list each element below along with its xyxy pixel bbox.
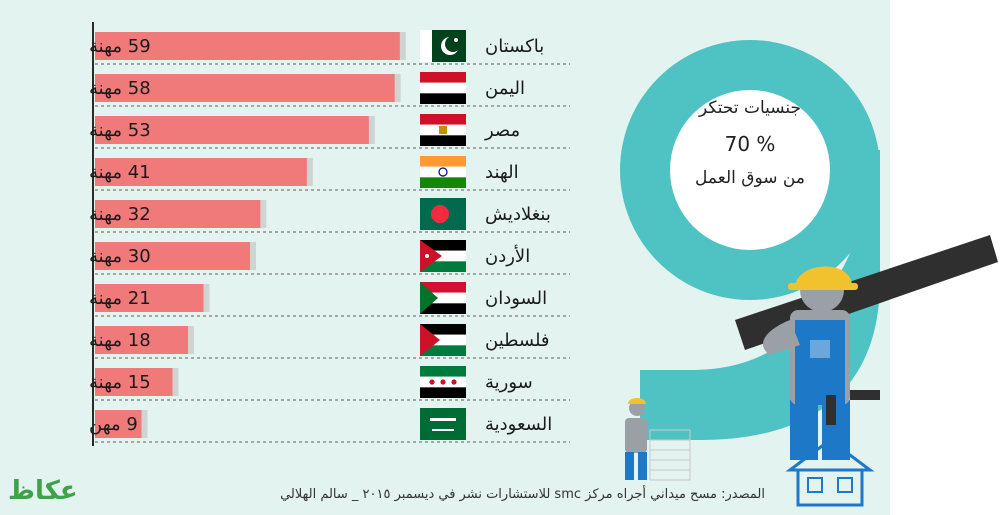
flag-icon xyxy=(420,324,466,356)
source-footer: المصدر: مسح ميداني أجراه مركز smc للاستش… xyxy=(280,487,765,502)
value-label: 18 مهنة xyxy=(89,330,151,351)
value-label: 21 مهنة xyxy=(89,288,151,309)
bar-5 xyxy=(95,242,250,270)
value-label: 53 مهنة xyxy=(89,120,151,141)
flag-icon xyxy=(420,72,466,104)
category-label: الأردن xyxy=(485,245,530,267)
bar-6 xyxy=(95,284,204,312)
category-label: سورية xyxy=(485,372,533,393)
bricklayer-illustration xyxy=(625,398,691,481)
bar-3 xyxy=(95,158,307,186)
bar-7 xyxy=(95,326,188,354)
headline-line-2: 70 % xyxy=(724,132,776,156)
headline-line-3: من سوق العمل xyxy=(695,168,805,188)
category-label: بنغلاديش xyxy=(485,204,551,225)
bar-0 xyxy=(95,32,400,60)
value-label: 9 مهن xyxy=(89,414,138,435)
flag-icon xyxy=(420,114,466,146)
value-label: 58 مهنة xyxy=(89,78,151,99)
value-label: 59 مهنة xyxy=(89,36,151,57)
value-label: 41 مهنة xyxy=(89,162,151,183)
category-label: السودان xyxy=(485,288,547,309)
flag-icon xyxy=(420,366,466,398)
bar-8 xyxy=(95,368,173,396)
category-label: الهند xyxy=(485,162,519,183)
flag-icon xyxy=(420,30,466,62)
flag-icon xyxy=(420,156,466,188)
bar-9 xyxy=(95,410,142,438)
flag-icon xyxy=(420,282,466,314)
bar-2 xyxy=(95,116,369,144)
headline-line-1: جنسيات تحتكر xyxy=(698,98,802,118)
flag-icon xyxy=(420,408,466,440)
value-label: 32 مهنة xyxy=(89,204,151,225)
bar-1 xyxy=(95,74,395,102)
category-label: اليمن xyxy=(485,78,525,99)
category-label: مصر xyxy=(484,120,520,141)
category-label: السعودية xyxy=(485,414,552,435)
house-icon xyxy=(785,438,875,507)
value-label: 30 مهنة xyxy=(89,246,151,267)
category-label: باكستان xyxy=(485,36,544,57)
bar-rows: 59 مهنة باكستان 58 مهنة اليمن 53 مهنة مصر 41 م… xyxy=(89,30,570,443)
bar-4 xyxy=(95,200,261,228)
value-label: 15 مهنة xyxy=(89,372,151,393)
logo: عكاظ xyxy=(8,476,78,506)
flag-icon xyxy=(420,240,466,272)
category-label: فلسطين xyxy=(485,330,550,351)
flag-icon xyxy=(420,198,466,230)
